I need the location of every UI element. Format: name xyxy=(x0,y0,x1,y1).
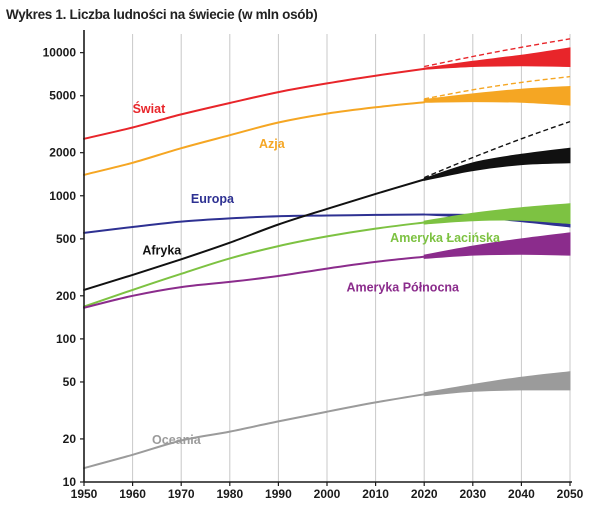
label-oceania: Oceania xyxy=(152,433,202,447)
y-tick-label-2000: 2000 xyxy=(49,146,76,160)
x-tick-label-1990: 1990 xyxy=(265,487,292,501)
x-tick-label-2040: 2040 xyxy=(508,487,535,501)
label-azja: Azja xyxy=(259,137,286,151)
line-europa xyxy=(83,213,426,234)
line-ameryka-polnocna xyxy=(83,255,426,309)
line-swiat xyxy=(83,67,426,140)
y-tick-label-10: 10 xyxy=(63,475,77,489)
x-tick-label-1960: 1960 xyxy=(119,487,146,501)
label-europa: Europa xyxy=(191,192,235,206)
y-tick-label-100: 100 xyxy=(56,332,76,346)
axes xyxy=(83,30,572,483)
label-swiat: Świat xyxy=(133,101,166,116)
grid-lines xyxy=(132,34,571,482)
chart-title: Wykres 1. Liczba ludności na świecie (w … xyxy=(6,7,318,22)
x-axis-ticks: 1950 1960 1970 1980 1990 2000 2010 2020 2030 2040… xyxy=(71,482,584,501)
high-variant-swiat xyxy=(424,38,571,68)
y-tick-label-1000: 1000 xyxy=(49,189,76,203)
label-afryka: Afryka xyxy=(142,243,182,257)
y-tick-label-500: 500 xyxy=(56,232,76,246)
x-tick-label-1950: 1950 xyxy=(71,487,98,501)
line-afryka xyxy=(83,178,426,291)
y-tick-label-5000: 5000 xyxy=(49,89,76,103)
label-ameryka-polnocna: Ameryka Północna xyxy=(346,280,460,294)
x-tick-label-2020: 2020 xyxy=(411,487,438,501)
x-tick-label-1980: 1980 xyxy=(216,487,243,501)
x-tick-label-1970: 1970 xyxy=(168,487,195,501)
y-tick-label-50: 50 xyxy=(63,375,77,389)
y-axis-ticks: 10 20 50 100 200 500 1000 2000 5000 10000 xyxy=(43,46,84,489)
band-ameryka-lacinska xyxy=(423,203,571,225)
band-afryka xyxy=(423,147,571,182)
projection-bands xyxy=(423,47,571,397)
line-ameryka-lacinska xyxy=(83,221,426,308)
line-azja xyxy=(83,101,426,176)
line-oceania xyxy=(83,393,426,470)
y-tick-label-20: 20 xyxy=(63,432,77,446)
y-tick-label-10000: 10000 xyxy=(43,46,77,60)
x-tick-label-2030: 2030 xyxy=(459,487,486,501)
x-tick-label-2000: 2000 xyxy=(314,487,341,501)
band-ameryka-polnocna xyxy=(423,232,571,259)
series-lines xyxy=(83,38,571,470)
band-azja xyxy=(423,85,571,106)
label-ameryka-lacinska: Ameryka Łacińska xyxy=(390,231,501,245)
y-tick-label-200: 200 xyxy=(56,289,76,303)
series-labels: Świat Azja Europa Afryka Ameryka Łacińska Ame… xyxy=(133,101,501,447)
high-variant-afryka xyxy=(423,120,571,179)
x-tick-label-2010: 2010 xyxy=(362,487,389,501)
band-oceania xyxy=(423,371,571,397)
high-variant-azja xyxy=(424,75,571,100)
x-tick-label-2050: 2050 xyxy=(557,487,584,501)
band-swiat xyxy=(423,47,571,70)
